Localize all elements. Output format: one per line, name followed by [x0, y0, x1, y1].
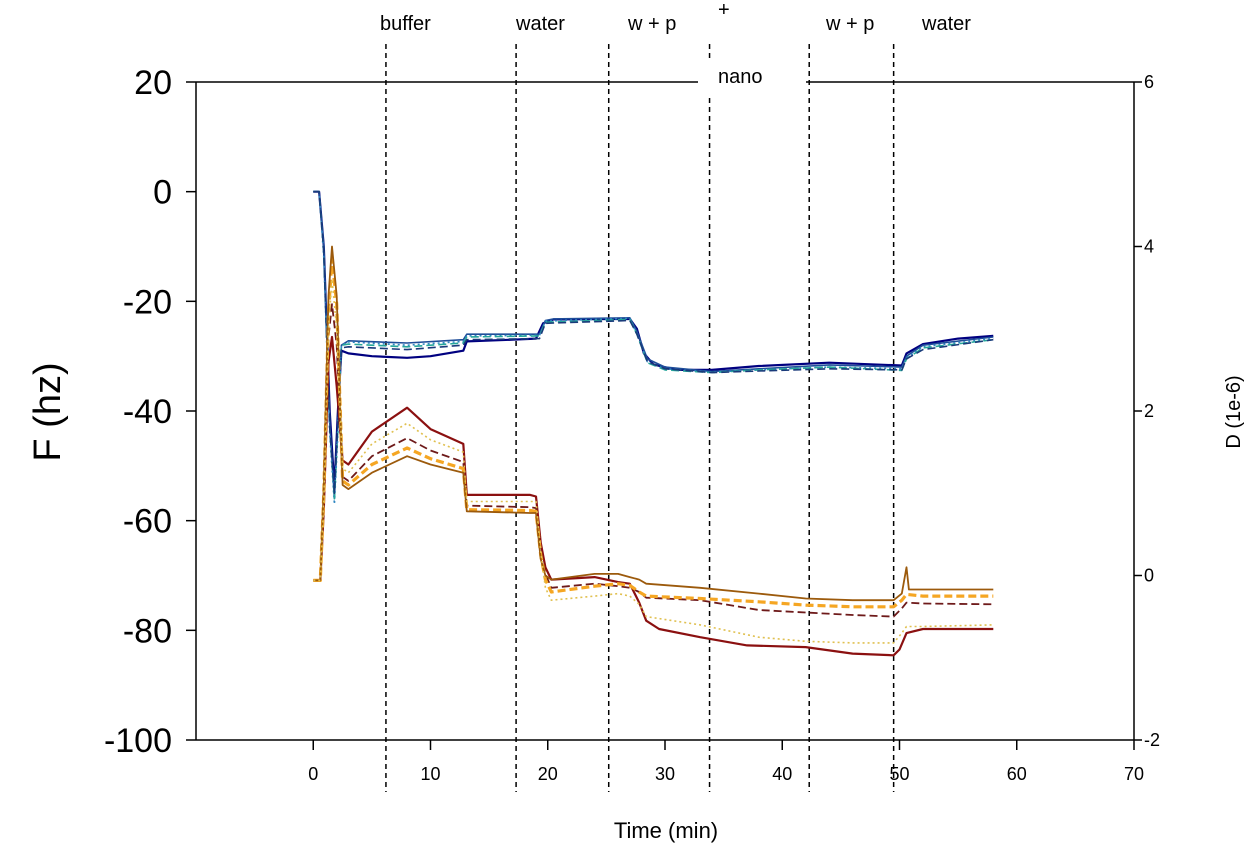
dissipation-series-line-4	[313, 245, 994, 602]
phase-label-w-p-2: w + p	[825, 13, 874, 35]
y-axis-label: F (hz)	[27, 362, 69, 461]
x-tick-label: 70	[1124, 764, 1144, 784]
y-tick-label: -40	[123, 393, 172, 431]
phase-boundaries	[385, 44, 895, 792]
x-axis-label: Time (min)	[614, 818, 718, 843]
x-tick-label: 0	[308, 764, 318, 784]
y-tick-label: -60	[123, 503, 172, 541]
y-tick-label: -20	[123, 283, 172, 321]
x-tick-label: 10	[420, 764, 440, 784]
y2-tick-label: 6	[1144, 72, 1154, 92]
frequency-series-line-3	[313, 190, 994, 505]
phase-label-water-2: water	[921, 13, 971, 35]
y-tick-label: -80	[123, 612, 172, 650]
y2-tick-label: 4	[1144, 237, 1154, 257]
nano-label-background	[698, 60, 806, 96]
frequency-series-line-5	[313, 190, 994, 495]
y2-tick-label: 0	[1144, 566, 1154, 586]
y-tick-label: -100	[104, 722, 172, 760]
x-tick-label: 60	[1007, 764, 1027, 784]
y-tick-label: 0	[153, 174, 172, 212]
phase-label-buffer: buffer	[380, 13, 431, 35]
frequency-series	[313, 190, 994, 505]
x-tick-label: 30	[655, 764, 675, 784]
y2-tick-label: -2	[1144, 730, 1160, 750]
phase-label-water-1: water	[515, 13, 565, 35]
y2-tick-label: 2	[1144, 401, 1154, 421]
x-tick-label: 40	[772, 764, 792, 784]
x-tick-label: 50	[889, 764, 909, 784]
phase-label-nano: nano	[718, 66, 763, 88]
dissipation-series-line-2	[313, 303, 994, 618]
dissipation-series-line-3	[313, 257, 994, 609]
phase-labels: buffer water w + p + nano w + p water	[380, 0, 971, 96]
phase-label-w-p-1: w + p	[627, 13, 676, 35]
y-tick-label: 20	[134, 64, 172, 102]
dissipation-series	[313, 245, 994, 657]
phase-label-plus: +	[718, 0, 730, 21]
y2-axis-label: D (1e-6)	[1223, 375, 1245, 448]
plot-frame	[195, 81, 1135, 741]
x-tick-label: 20	[538, 764, 558, 784]
dissipation-series-line-5	[313, 278, 994, 644]
